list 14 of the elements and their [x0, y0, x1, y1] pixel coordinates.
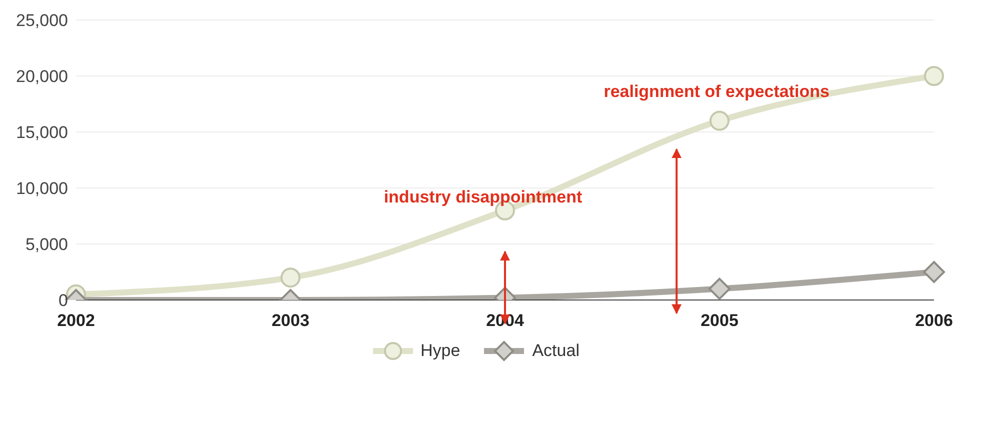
- legend-label: Hype: [420, 341, 460, 361]
- y-tick-label: 0: [58, 291, 68, 310]
- y-tick-label: 15,000: [16, 123, 68, 142]
- x-tick-label: 2005: [700, 311, 738, 330]
- y-tick-label: 10,000: [16, 179, 68, 198]
- x-tick-label: 2002: [57, 311, 95, 330]
- y-tick-label: 20,000: [16, 67, 68, 86]
- y-tick-label: 25,000: [16, 11, 68, 30]
- legend-label: Actual: [532, 341, 580, 361]
- y-tick-label: 5,000: [25, 235, 68, 254]
- annotation: realignment of expectations: [604, 82, 830, 101]
- x-tick-label: 2003: [272, 311, 310, 330]
- x-tick-label: 2006: [915, 311, 953, 330]
- annotation: industry disappointment: [384, 187, 583, 206]
